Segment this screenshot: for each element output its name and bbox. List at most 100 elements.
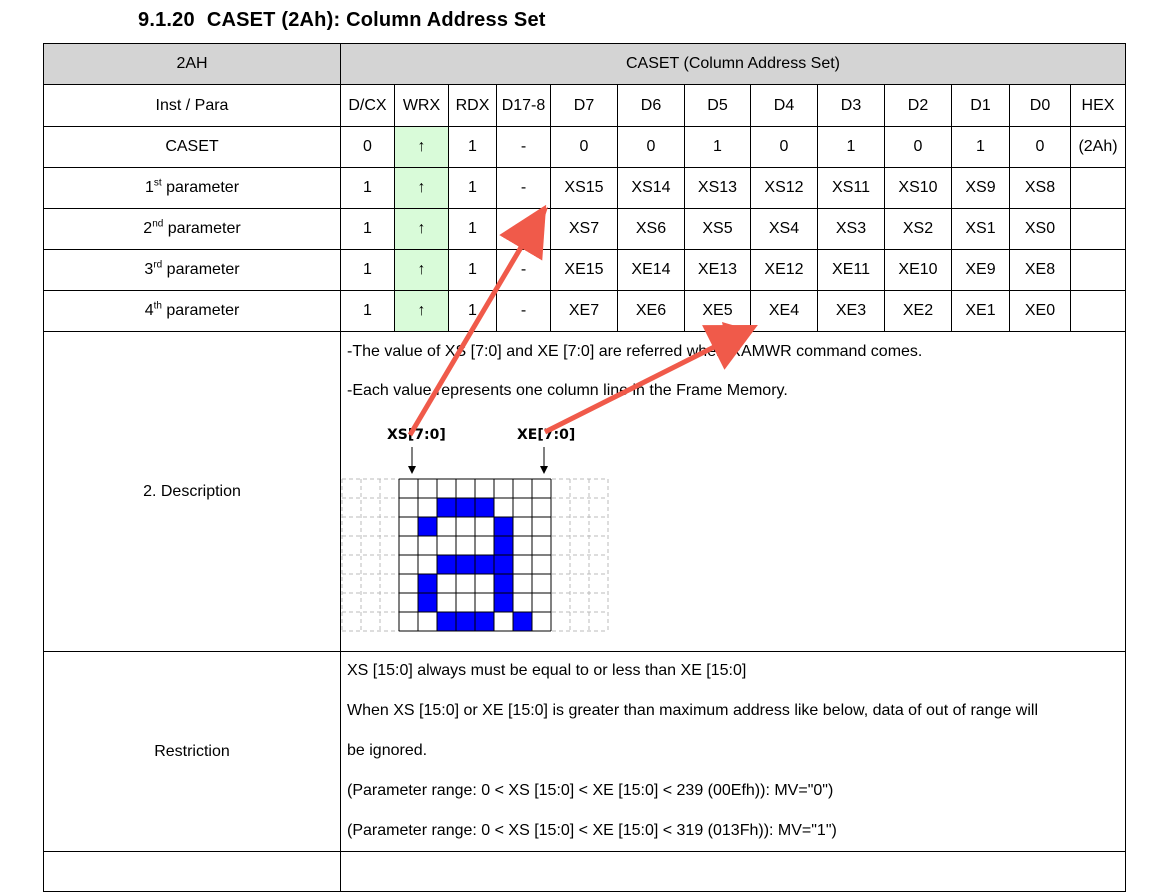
cell-hex xyxy=(1070,208,1126,250)
cell-bit: XE13 xyxy=(684,249,751,291)
xe-label: XE[7:0] xyxy=(517,427,576,443)
restriction-row: Restriction XS [15:0] always must be equ… xyxy=(43,651,1126,852)
cell-hex xyxy=(1070,249,1126,291)
cell-bit: 0 xyxy=(550,126,618,168)
row-label: 4th parameter xyxy=(43,290,341,332)
pixel-on xyxy=(494,574,513,593)
cell-bit: XE2 xyxy=(884,290,952,332)
pixel-on xyxy=(494,536,513,555)
cell-bit: XS1 xyxy=(951,208,1010,250)
cell-bit: XS8 xyxy=(1009,167,1071,209)
cell-bit: XS7 xyxy=(550,208,618,250)
cell-rdx: 1 xyxy=(448,167,497,209)
cell-bit: 1 xyxy=(817,126,885,168)
cell-bit: XS3 xyxy=(817,208,885,250)
cell-d178: - xyxy=(496,290,551,332)
cell-bit: XS11 xyxy=(817,167,885,209)
column-header-1: D/CX xyxy=(340,84,395,127)
restriction-line-4: (Parameter range: 0 < XS [15:0] < XE [15… xyxy=(347,782,834,799)
row-label: 1st parameter xyxy=(43,167,341,209)
pixel-on xyxy=(437,498,456,517)
cell-bit: XS14 xyxy=(617,167,685,209)
pixel-on xyxy=(456,498,475,517)
cell-rdx: 1 xyxy=(448,290,497,332)
xs-label: XS[7:0] xyxy=(387,427,446,443)
column-header-9: D3 xyxy=(817,84,885,127)
row-label: 2nd parameter xyxy=(43,208,341,250)
column-header-row: Inst / Para D/CX WRX RDX D17-8 D7 D6 D5 D4 D3 D2 D1… xyxy=(43,84,1126,127)
cell-bit: XE15 xyxy=(550,249,618,291)
cell-bit: XS10 xyxy=(884,167,952,209)
command-name: CASET (Column Address Set) xyxy=(340,43,1126,85)
pixel-on xyxy=(437,555,456,574)
column-header-6: D6 xyxy=(617,84,685,127)
column-header-10: D2 xyxy=(884,84,952,127)
restriction-line-3: be ignored. xyxy=(347,742,428,759)
cell-bit: XE6 xyxy=(617,290,685,332)
description-row: 2. Description -The value of XS [7:0] an… xyxy=(43,331,1126,652)
cell-dcx: 1 xyxy=(340,167,395,209)
cell-bit: XS6 xyxy=(617,208,685,250)
cell-hex: (2Ah) xyxy=(1070,126,1126,168)
cell-bit: XE1 xyxy=(951,290,1010,332)
column-header-7: D5 xyxy=(684,84,751,127)
table-row: CASET 0 ↑ 1-0 0 1 0 1 0 1 0 (2Ah) xyxy=(43,126,1126,168)
cell-bit: XE12 xyxy=(750,249,818,291)
cell-dcx: 1 xyxy=(340,208,395,250)
cell-hex xyxy=(1070,167,1126,209)
cell-bit: 0 xyxy=(884,126,952,168)
cell-d178: - xyxy=(496,167,551,209)
cell-bit: XS4 xyxy=(750,208,818,250)
header-row: 2AH CASET (Column Address Set) xyxy=(43,43,1126,85)
trailing-content xyxy=(340,851,1126,892)
column-header-2: WRX xyxy=(394,84,449,127)
description-label: 2. Description xyxy=(43,331,341,652)
cell-wrx: ↑ xyxy=(394,167,449,209)
cell-bit: XE11 xyxy=(817,249,885,291)
cell-rdx: 1 xyxy=(448,126,497,168)
cell-dcx: 1 xyxy=(340,249,395,291)
pixel-on xyxy=(437,612,456,631)
pixel-on xyxy=(456,612,475,631)
pixel-on xyxy=(513,612,532,631)
column-header-13: HEX xyxy=(1070,84,1126,127)
command-code: 2AH xyxy=(43,43,341,85)
pixel-on xyxy=(475,498,494,517)
pixel-on xyxy=(456,555,475,574)
cell-bit: XE8 xyxy=(1009,249,1071,291)
cell-bit: XE10 xyxy=(884,249,952,291)
cell-bit: 1 xyxy=(684,126,751,168)
description-content: -The value of XS [7:0] and XE [7:0] are … xyxy=(340,331,1126,652)
solid-grid xyxy=(398,478,552,632)
pixel-on xyxy=(418,593,437,612)
pixel-on xyxy=(494,593,513,612)
cell-rdx: 1 xyxy=(448,208,497,250)
cell-wrx: ↑ xyxy=(394,290,449,332)
pixel-on xyxy=(418,574,437,593)
pixel-on xyxy=(418,517,437,536)
cell-rdx: 1 xyxy=(448,249,497,291)
pixel-fill xyxy=(418,498,532,631)
cell-bit: XE0 xyxy=(1009,290,1071,332)
pixel-on xyxy=(475,555,494,574)
cell-hex xyxy=(1070,290,1126,332)
section-heading: 9.1.20 CASET (2Ah): Column Address Set xyxy=(138,9,546,32)
cell-d178: - xyxy=(496,249,551,291)
table-row: 4th parameter 1 ↑ 1- XE7 XE6 XE5 XE4 XE3 XE2 XE1 XE… xyxy=(43,290,1126,332)
cell-bit: XE9 xyxy=(951,249,1010,291)
xe-arrowhead xyxy=(540,466,548,474)
table-row: 2nd parameter 1 ↑ 1- XS7 XS6 XS5 XS4 XS3 XS2 XS1 XS… xyxy=(43,208,1126,250)
column-header-8: D4 xyxy=(750,84,818,127)
table-row: 3rd parameter 1 ↑ 1- XE15 XE14 XE13 XE12 XE11 XE1… xyxy=(43,249,1126,291)
column-header-3: RDX xyxy=(448,84,497,127)
cell-wrx: ↑ xyxy=(394,208,449,250)
description-line-2: -Each value represents one column line i… xyxy=(347,382,788,399)
column-header-4: D17-8 xyxy=(496,84,551,127)
pixel-grid-diagram xyxy=(341,447,609,632)
cell-bit: XE3 xyxy=(817,290,885,332)
column-header-5: D7 xyxy=(550,84,618,127)
cell-bit: XE5 xyxy=(684,290,751,332)
column-header-11: D1 xyxy=(951,84,1010,127)
cell-bit: XE4 xyxy=(750,290,818,332)
trailing-label xyxy=(43,851,341,892)
